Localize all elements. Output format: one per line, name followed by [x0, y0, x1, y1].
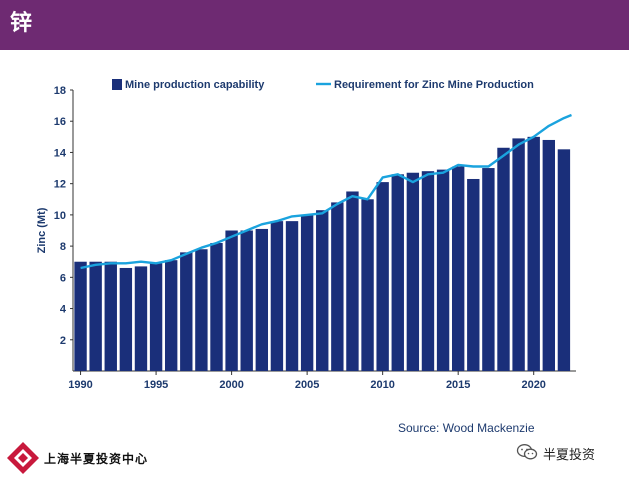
bar-2014: [436, 169, 450, 371]
org-name: 上海半夏投资中心: [44, 452, 149, 466]
bar-2016: [467, 178, 480, 371]
bar-1993: [119, 267, 133, 371]
bar-2011: [391, 174, 404, 371]
bar-2018: [497, 147, 510, 371]
legend-label-requirement: Requirement for Zinc Mine Production: [334, 79, 534, 91]
bar-1995: [149, 263, 163, 371]
bar-2005: [300, 214, 314, 371]
bar-1991: [89, 261, 102, 371]
y-tick-label: 12: [54, 179, 66, 191]
x-tick-label: 2015: [446, 379, 470, 390]
bar-2015: [451, 166, 465, 371]
bar-series: [74, 136, 571, 371]
bar-1990: [74, 261, 87, 371]
y-tick-label: 6: [60, 272, 66, 284]
bar-1994: [134, 266, 148, 371]
bar-2004: [285, 221, 299, 371]
bar-1998: [195, 249, 208, 371]
line-series: [80, 113, 572, 270]
bar-2000: [225, 230, 238, 371]
legend-bar-swatch: [112, 79, 122, 90]
logo-icon: [7, 442, 39, 474]
chart-legend: Mine production capability Requirement fo…: [112, 79, 534, 91]
wechat-icon: [516, 444, 538, 460]
x-tick-label: 1995: [144, 379, 168, 390]
y-tick-label: 10: [54, 210, 66, 222]
bar-1996: [164, 260, 178, 371]
bar-2008: [346, 191, 359, 371]
bar-2009: [361, 199, 374, 371]
bar-2003: [270, 221, 284, 371]
bar-1997: [180, 252, 193, 371]
x-tick-label: 1990: [68, 379, 92, 390]
y-tick-label: 8: [60, 241, 66, 253]
bar-2010: [376, 182, 389, 371]
bar-2013: [421, 171, 435, 371]
wechat-account-name: 半夏投资: [543, 448, 596, 463]
x-tick-label: 2005: [295, 379, 319, 390]
bar-2002: [255, 228, 269, 371]
bar-2017: [482, 168, 495, 371]
bar-2001: [240, 230, 253, 371]
zinc-chart: Mine production capability Requirement fo…: [36, 79, 576, 390]
bar-2007: [331, 202, 344, 371]
y-axis-label: Zinc (Mt): [36, 207, 48, 253]
chart-source: Source: Wood Mackenzie: [398, 421, 535, 435]
y-tick-label: 14: [54, 147, 67, 159]
bar-1992: [104, 261, 117, 371]
y-tick-label: 4: [60, 304, 67, 316]
bar-1999: [210, 242, 223, 371]
x-tick-label: 2020: [521, 379, 545, 390]
legend-label-production: Mine production capability: [125, 79, 265, 91]
y-tick-label: 2: [60, 335, 66, 347]
x-tick-label: 2000: [219, 379, 243, 390]
bar-2012: [406, 172, 420, 371]
bar-2022: [557, 149, 571, 371]
requirement-line: [80, 113, 572, 270]
slide-header: 锌: [0, 0, 629, 50]
slide-title: 锌: [10, 11, 33, 36]
x-tick-label: 2010: [370, 379, 394, 390]
bar-2020: [527, 136, 540, 371]
bar-2006: [316, 210, 329, 371]
y-tick-label: 18: [54, 85, 66, 97]
bar-2019: [512, 138, 525, 371]
bar-2021: [542, 139, 556, 371]
y-tick-label: 16: [54, 116, 66, 128]
